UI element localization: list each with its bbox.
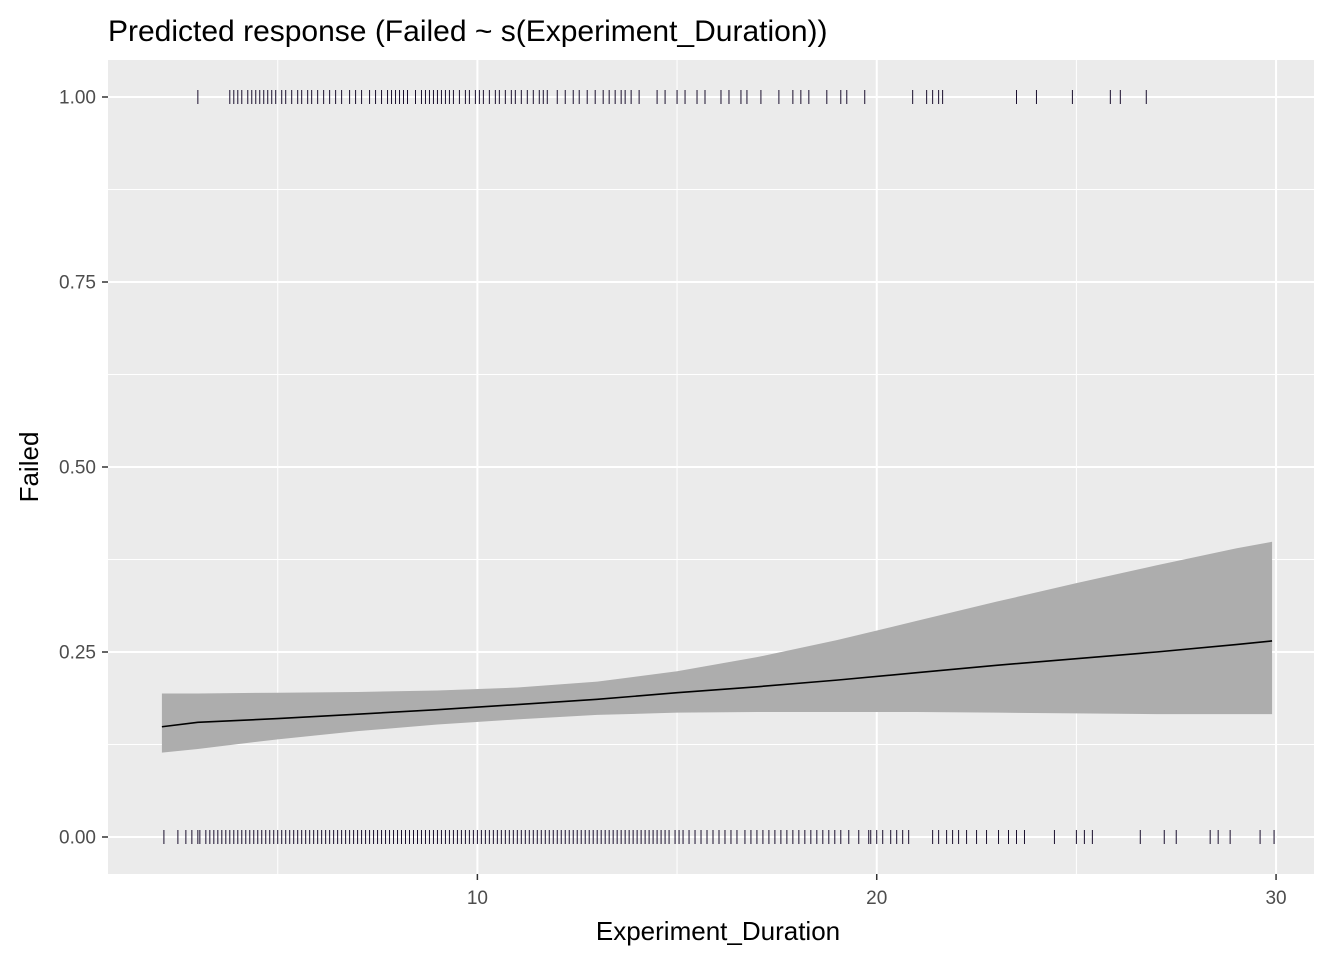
confidence-ribbon	[161, 541, 1273, 753]
rug-top-layer	[197, 90, 1147, 104]
x-axis-title: Experiment_Duration	[596, 916, 840, 946]
rug-bottom-layer	[163, 830, 1275, 844]
confidence-ribbon-layer	[161, 541, 1273, 753]
x-tick-label: 30	[1265, 888, 1286, 909]
x-axis-ticks: 10 20 30	[467, 874, 1287, 909]
fitted-line	[161, 640, 1273, 728]
x-tick-label: 10	[467, 888, 488, 909]
y-axis-ticks: 0.00 0.25 0.50 0.75 1.00	[59, 88, 108, 849]
y-tick-label: 0.75	[59, 273, 96, 294]
chart-title: Predicted response (Failed ~ s(Experimen…	[108, 15, 828, 48]
y-axis-title: Failed	[14, 432, 44, 503]
y-tick-label: 0.00	[59, 828, 96, 849]
x-tick-label: 20	[866, 888, 887, 909]
fitted-line-layer	[161, 640, 1273, 728]
y-tick-label: 1.00	[59, 88, 96, 109]
y-tick-label: 0.50	[59, 458, 96, 479]
y-tick-label: 0.25	[59, 643, 96, 664]
grid-lines	[108, 60, 1314, 874]
